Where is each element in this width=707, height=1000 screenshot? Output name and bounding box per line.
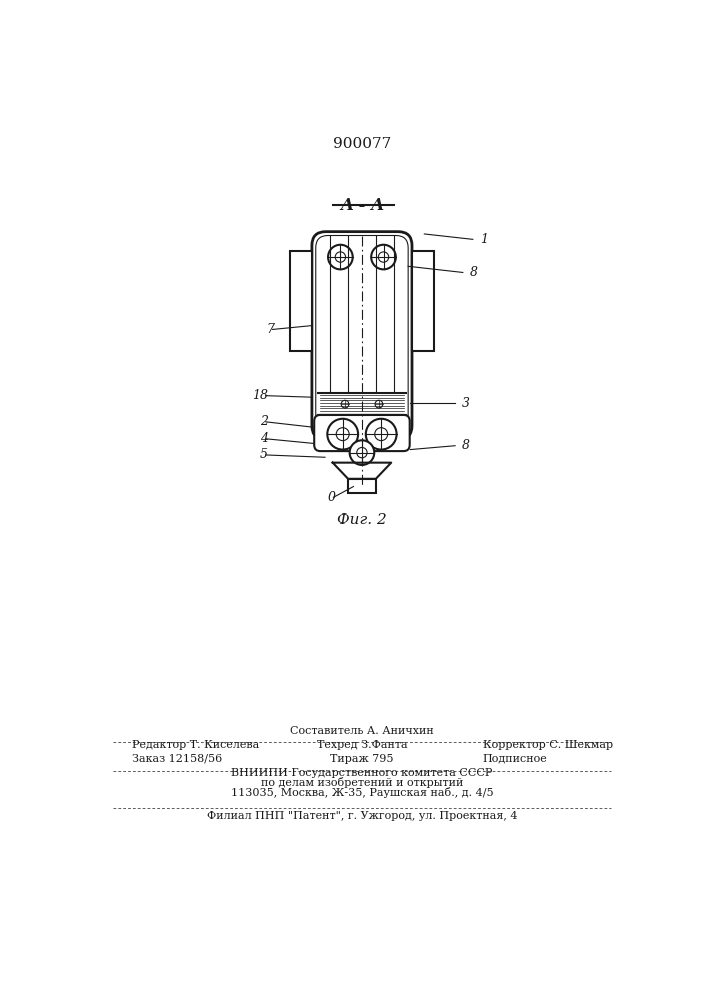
Text: ВНИИПИ Государственного комитета СССР: ВНИИПИ Государственного комитета СССР	[231, 768, 493, 778]
Text: 900077: 900077	[333, 137, 391, 151]
Circle shape	[350, 440, 374, 465]
FancyBboxPatch shape	[314, 415, 409, 451]
Circle shape	[375, 400, 382, 408]
Bar	[291, 251, 312, 351]
Circle shape	[328, 245, 353, 269]
Text: Составитель А. Аничхин: Составитель А. Аничхин	[290, 726, 434, 736]
Text: 1: 1	[480, 233, 488, 246]
Circle shape	[375, 428, 387, 441]
Circle shape	[371, 245, 396, 269]
Circle shape	[337, 428, 349, 441]
Text: A - A: A - A	[340, 197, 384, 214]
Text: Редактор Т. Киселева: Редактор Т. Киселева	[132, 740, 259, 750]
Text: 4: 4	[260, 432, 268, 445]
Text: Фиг. 2: Фиг. 2	[337, 513, 387, 527]
Text: 113035, Москва, Ж-35, Раушская наб., д. 4/5: 113035, Москва, Ж-35, Раушская наб., д. …	[230, 787, 493, 798]
Text: 2: 2	[260, 415, 268, 428]
Text: Техред З.Фанта: Техред З.Фанта	[317, 740, 407, 750]
Circle shape	[378, 252, 389, 262]
Text: Корректор С. Шекмар: Корректор С. Шекмар	[483, 740, 613, 750]
FancyBboxPatch shape	[312, 232, 412, 440]
Text: Филиал ПНП "Патент", г. Ужгород, ул. Проектная, 4: Филиал ПНП "Патент", г. Ужгород, ул. Про…	[206, 811, 518, 821]
Text: по делам изобретений и открытий: по делам изобретений и открытий	[261, 777, 463, 788]
Circle shape	[357, 447, 367, 458]
Text: 18: 18	[252, 389, 268, 402]
Circle shape	[335, 252, 346, 262]
Circle shape	[327, 419, 358, 450]
Circle shape	[366, 419, 397, 450]
Bar	[412, 251, 433, 351]
Text: 3: 3	[462, 397, 470, 410]
Text: Заказ 12158/56: Заказ 12158/56	[132, 754, 223, 764]
Bar	[348, 479, 376, 493]
Text: 8: 8	[462, 439, 470, 452]
Text: Тираж 795: Тираж 795	[330, 754, 394, 764]
Text: Подписное: Подписное	[483, 754, 548, 764]
Text: 0: 0	[328, 491, 336, 504]
Text: 8: 8	[469, 266, 478, 279]
Text: 5: 5	[260, 448, 268, 461]
Text: 7: 7	[267, 323, 275, 336]
Circle shape	[341, 400, 349, 408]
